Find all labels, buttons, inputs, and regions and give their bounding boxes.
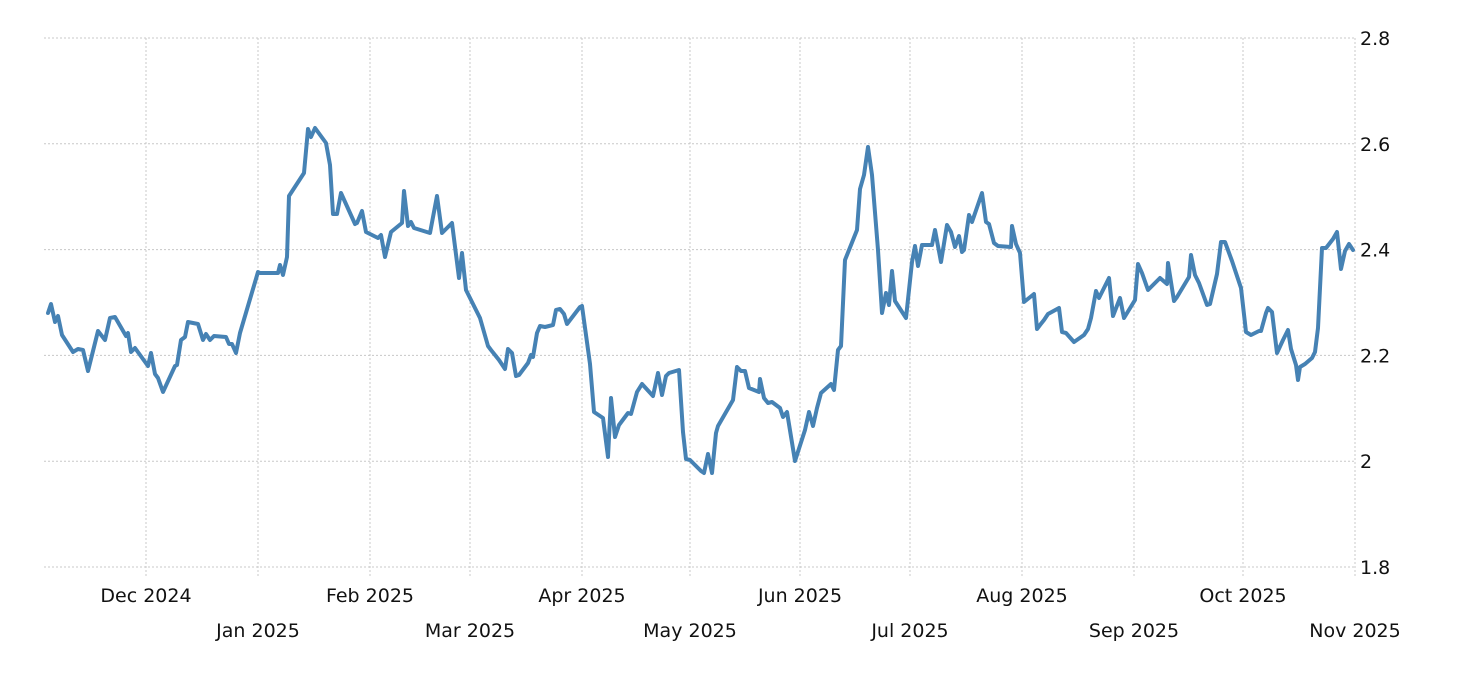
y-tick-label: 2.8 — [1360, 28, 1390, 50]
x-axis-tick-labels: Dec 2024 Jan 2025 Feb 2025 Mar 2025 Apr 2025… — [100, 585, 1400, 642]
x-tick-label: Jan 2025 — [215, 620, 300, 642]
x-tick-label: Feb 2025 — [326, 585, 414, 607]
data-series-line — [46, 126, 1355, 475]
x-tick-label: Jun 2025 — [757, 585, 842, 607]
x-tick-label: Mar 2025 — [425, 620, 515, 642]
y-tick-label: 2.2 — [1360, 345, 1390, 367]
x-tick-label: Aug 2025 — [976, 585, 1068, 607]
y-tick-label: 1.8 — [1360, 557, 1390, 579]
vertical-gridlines — [145, 38, 1356, 576]
y-axis-tick-labels: 2.8 2.6 2.4 2.2 2 1.8 — [1360, 28, 1390, 579]
x-tick-label: Apr 2025 — [538, 585, 625, 607]
x-tick-label: Jul 2025 — [870, 620, 948, 642]
x-tick-label: Dec 2024 — [100, 585, 191, 607]
y-tick-label: 2.4 — [1360, 240, 1390, 262]
x-tick-label: Oct 2025 — [1199, 585, 1286, 607]
x-tick-label: Nov 2025 — [1309, 620, 1400, 642]
horizontal-gridlines — [44, 37, 1355, 568]
y-tick-label: 2 — [1360, 451, 1372, 473]
y-tick-label: 2.6 — [1360, 134, 1390, 156]
x-tick-label: May 2025 — [643, 620, 737, 642]
x-tick-label: Sep 2025 — [1089, 620, 1179, 642]
